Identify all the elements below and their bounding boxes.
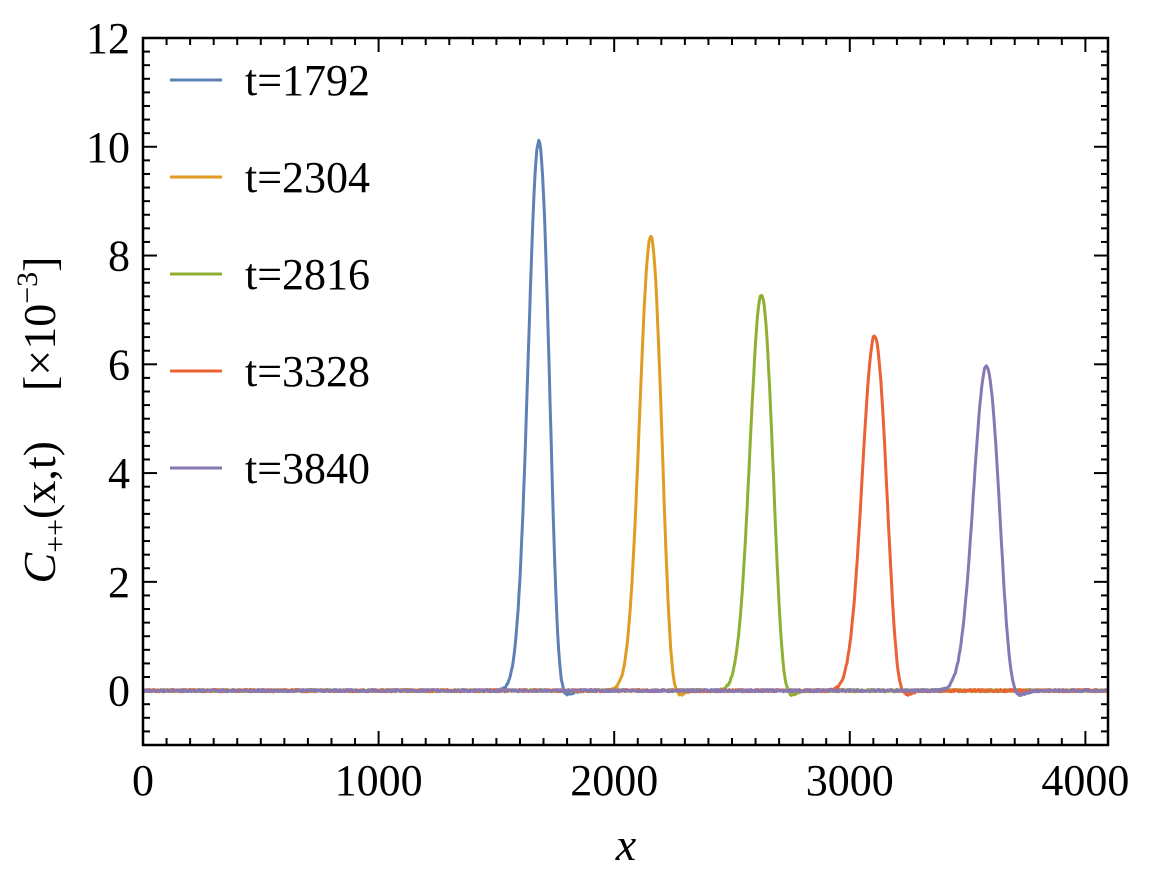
series-lines [141, 138, 1110, 697]
y-axis-scale-exp: −3 [11, 272, 44, 304]
y-axis-scale-open: [×10 [14, 304, 65, 391]
svg-text:C++(x,t)[×10−3]: C++(x,t) [×10−3] [11, 257, 72, 584]
y-tick-label: 2 [108, 558, 130, 607]
plot-frame [141, 36, 1110, 747]
legend-label: t=1792 [245, 56, 370, 105]
y-tick-label: 10 [86, 123, 130, 172]
y-tick-label: 12 [86, 14, 130, 63]
y-axis-subscript: ++ [39, 519, 72, 553]
legend-label: t=3840 [245, 444, 370, 493]
x-tick-label: 3000 [806, 756, 894, 805]
x-axis-title: x [615, 819, 637, 870]
y-tick-label: 0 [108, 667, 130, 716]
y-tick-label: 8 [108, 232, 130, 281]
y-axis-scale-close: ] [14, 257, 65, 272]
x-tick-label: 1000 [335, 756, 423, 805]
legend-label: t=3328 [245, 347, 370, 396]
y-axis-args: (x,t) [14, 441, 65, 519]
y-tick-label: 6 [108, 340, 130, 389]
y-tick-label: 4 [108, 449, 130, 498]
y-axis-title: C++(x,t) [×10−3] [11, 257, 72, 584]
x-tick-label: 2000 [570, 756, 658, 805]
legend-label: t=2816 [245, 250, 370, 299]
y-axis-symbol: C [14, 551, 65, 583]
y-tick-labels: 0 2 4 6 8 10 12 [86, 14, 130, 716]
x-tick-label: 0 [132, 756, 154, 805]
legend-label: t=2304 [245, 153, 370, 202]
x-tick-label: 4000 [1041, 756, 1129, 805]
legend: t=1792 t=2304 t=2816 t=3328 t=3840 [170, 56, 370, 493]
x-tick-labels: 0 1000 2000 3000 4000 [132, 756, 1129, 805]
series-line-5 [141, 364, 1110, 697]
